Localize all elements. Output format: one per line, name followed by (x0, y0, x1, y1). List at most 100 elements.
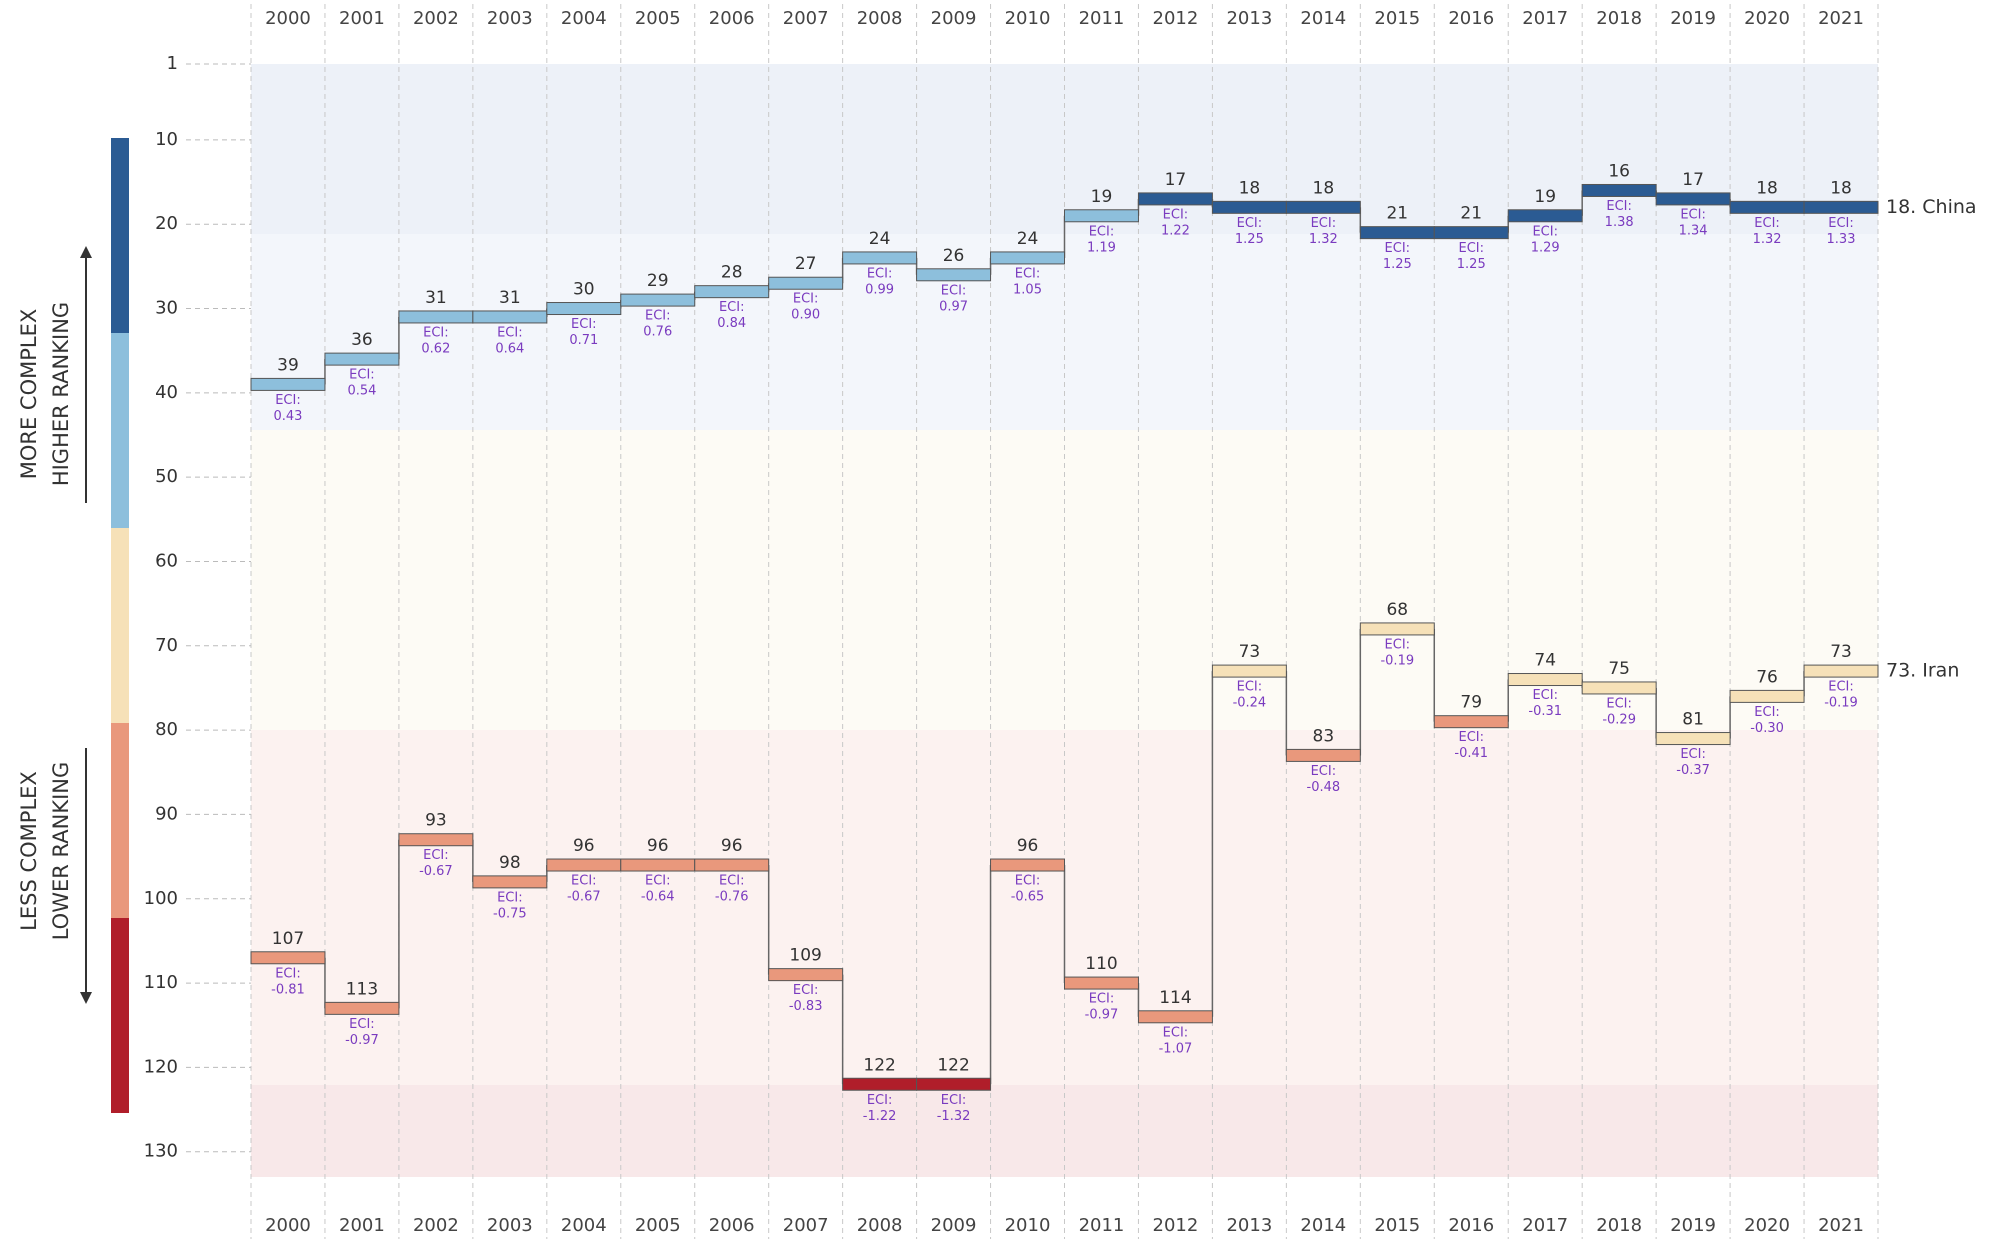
data-label: 36 (351, 330, 373, 350)
y-tick-label: 60 (155, 550, 178, 571)
eci-label: -1.32 (937, 1109, 971, 1124)
eci-label: 1.32 (1309, 232, 1338, 247)
step-bar (990, 251, 1066, 265)
x-tick-label: 2020 (1744, 8, 1790, 29)
data-label: 73 (1830, 642, 1852, 662)
data-label: 122 (937, 1055, 969, 1075)
x-tick-label: 2000 (265, 8, 311, 29)
eci-label: -0.75 (493, 906, 527, 921)
eci-prefix: ECI: (793, 292, 819, 307)
eci-prefix: ECI: (645, 309, 671, 324)
x-tick-label: 2002 (413, 1215, 459, 1236)
x-tick-label: 2004 (561, 8, 607, 29)
eci-label: -0.81 (271, 982, 305, 997)
x-tick-label: 2002 (413, 8, 459, 29)
step-bar (1803, 200, 1879, 214)
data-label: 28 (721, 263, 743, 283)
eci-label: -0.83 (789, 999, 823, 1014)
eci-prefix: ECI: (1311, 216, 1337, 231)
x-tick-label: 2007 (783, 8, 829, 29)
data-label: 21 (1460, 204, 1482, 224)
data-label: 73 (1239, 642, 1261, 662)
data-label: 113 (346, 979, 378, 999)
x-tick-label: 2015 (1374, 1215, 1420, 1236)
x-tick-label: 2008 (857, 1215, 903, 1236)
eci-prefix: ECI: (1385, 241, 1411, 256)
eci-prefix: ECI: (867, 1093, 893, 1108)
step-bar (1433, 226, 1509, 240)
eci-prefix: ECI: (497, 890, 523, 905)
step-bar (472, 310, 548, 324)
eci-prefix: ECI: (275, 393, 301, 408)
eci-prefix: ECI: (1532, 224, 1558, 239)
step-bar (324, 1001, 400, 1015)
eci-prefix: ECI: (1089, 224, 1115, 239)
step-bar (398, 310, 474, 324)
legend-scale (111, 138, 129, 333)
x-tick-label: 2016 (1448, 1215, 1494, 1236)
data-label: 17 (1165, 170, 1187, 190)
eci-prefix: ECI: (941, 1093, 967, 1108)
y-tick-label: 80 (155, 719, 178, 740)
eci-label: 0.43 (274, 409, 303, 424)
eci-label: 0.99 (865, 282, 894, 297)
step-bar (1729, 200, 1805, 214)
eci-label: -1.07 (1159, 1041, 1193, 1056)
eci-label: 1.25 (1457, 257, 1486, 272)
step-bar (1729, 689, 1805, 703)
data-label: 96 (647, 836, 669, 856)
step-bar (250, 951, 326, 965)
arrow-head (80, 246, 92, 258)
x-tick-label: 2012 (1153, 8, 1199, 29)
step-bar (546, 858, 622, 872)
step-bar (1137, 1010, 1213, 1024)
step-bar (620, 293, 696, 307)
step-bar (1507, 673, 1583, 687)
eci-label: -0.19 (1824, 696, 1858, 711)
eci-label: 1.32 (1753, 232, 1782, 247)
data-label: 114 (1159, 988, 1191, 1008)
step-bar (1285, 748, 1361, 762)
eci-prefix: ECI: (275, 966, 301, 981)
arrow-head (80, 992, 92, 1004)
eci-label: 1.25 (1235, 232, 1264, 247)
x-tick-label: 2009 (931, 8, 977, 29)
eci-prefix: ECI: (349, 1017, 375, 1032)
eci-prefix: ECI: (793, 983, 819, 998)
data-label: 110 (1085, 954, 1117, 974)
y-tick-label: 90 (155, 803, 178, 824)
legend-scale (111, 333, 129, 528)
data-label: 18 (1830, 178, 1852, 198)
x-tick-label: 2006 (709, 8, 755, 29)
x-tick-label: 2019 (1670, 1215, 1716, 1236)
step-bar (1655, 732, 1731, 746)
step-bar (1285, 200, 1361, 214)
x-tick-label: 2006 (709, 1215, 755, 1236)
x-tick-label: 2003 (487, 8, 533, 29)
data-label: 26 (943, 246, 965, 266)
data-label: 24 (1017, 229, 1039, 249)
step-bar (1064, 976, 1139, 990)
x-tick-label: 2010 (1005, 1215, 1051, 1236)
eci-prefix: ECI: (1680, 747, 1706, 762)
legend-scale (111, 723, 129, 918)
legend-scale (111, 918, 129, 1113)
eci-prefix: ECI: (1458, 730, 1484, 745)
eci-prefix: ECI: (645, 874, 671, 889)
eci-prefix: ECI: (1606, 696, 1632, 711)
step-bar (1211, 200, 1287, 214)
step-bar (1507, 209, 1583, 223)
x-tick-label: 2020 (1744, 1215, 1790, 1236)
x-tick-label: 2015 (1374, 8, 1420, 29)
step-bar (842, 251, 918, 265)
eci-prefix: ECI: (1754, 216, 1780, 231)
eci-label: 1.05 (1013, 282, 1042, 297)
annotation: LESS COMPLEX (17, 771, 41, 931)
data-label: 19 (1091, 187, 1113, 207)
eci-prefix: ECI: (1385, 637, 1411, 652)
x-tick-label: 2004 (561, 1215, 607, 1236)
x-tick-label: 2021 (1818, 8, 1864, 29)
y-tick-label: 40 (155, 382, 178, 403)
annotation: LOWER RANKING (49, 762, 73, 941)
